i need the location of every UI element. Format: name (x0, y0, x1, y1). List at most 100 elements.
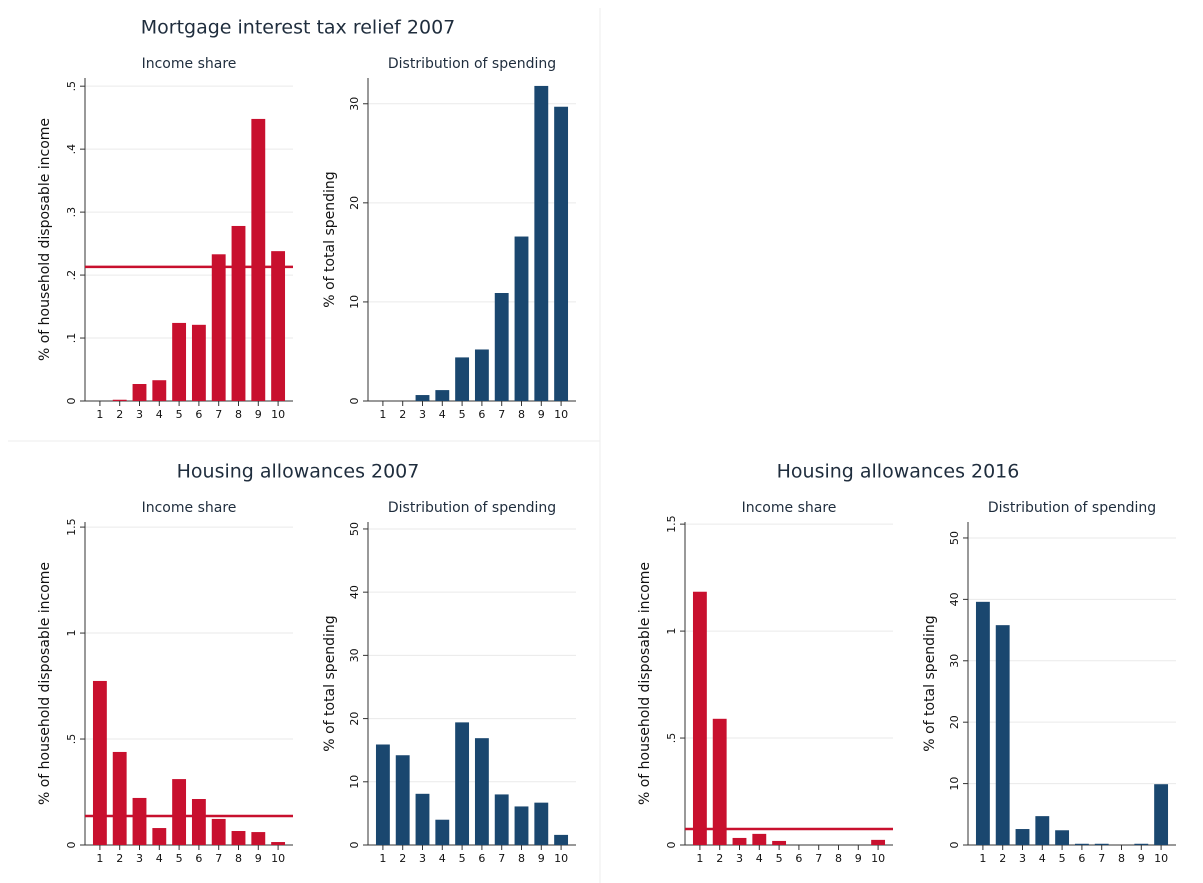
x-tick-label: 6 (795, 852, 802, 865)
x-tick-label: 7 (498, 408, 505, 421)
y-axis-label: % of household disposable income (637, 562, 653, 805)
x-tick-label: 9 (855, 852, 862, 865)
x-tick-label: 1 (96, 852, 103, 865)
bar (92, 680, 107, 845)
x-tick-label: 8 (518, 852, 525, 865)
x-tick-label: 5 (776, 852, 783, 865)
x-tick-label: 3 (136, 852, 143, 865)
bar (231, 831, 246, 845)
panel-title: Mortgage interest tax relief 2007 (141, 17, 456, 39)
y-tick-label: 1.5 (65, 518, 78, 536)
bar (271, 251, 286, 401)
bar (455, 722, 470, 845)
y-tick-label: 20 (348, 712, 361, 726)
bar (251, 118, 266, 401)
x-tick-label: 6 (478, 852, 485, 865)
x-tick-label: 5 (176, 408, 183, 421)
x-tick-label: 8 (235, 408, 242, 421)
y-axis-label: % of total spending (322, 615, 338, 751)
x-tick-label: 4 (156, 852, 163, 865)
x-tick-label: 10 (554, 852, 568, 865)
y-tick-label: 1.5 (665, 515, 678, 533)
bar (172, 779, 187, 845)
x-tick-label: 7 (1098, 852, 1105, 865)
y-tick-label: 0 (348, 842, 361, 849)
bar (1154, 784, 1169, 845)
bar (534, 85, 549, 401)
bar (112, 751, 127, 845)
y-tick-label: 1 (65, 630, 78, 637)
x-tick-label: 10 (871, 852, 885, 865)
x-tick-label: 1 (96, 408, 103, 421)
y-axis-label: % of household disposable income (37, 562, 53, 805)
x-tick-label: 9 (538, 408, 545, 421)
bar (132, 797, 147, 845)
bar (1015, 829, 1030, 845)
bar (455, 357, 470, 401)
x-tick-label: 7 (815, 852, 822, 865)
y-tick-label: 10 (348, 775, 361, 789)
x-tick-label: 8 (518, 408, 525, 421)
x-tick-label: 5 (176, 852, 183, 865)
bar (554, 106, 569, 402)
bar (395, 755, 410, 845)
bar (474, 738, 489, 845)
x-tick-label: 1 (696, 852, 703, 865)
bar (191, 799, 206, 845)
y-tick-label: .1 (65, 333, 78, 344)
bar (1074, 843, 1089, 845)
x-tick-label: 2 (116, 852, 123, 865)
y-axis-label: % of total spending (922, 615, 938, 751)
x-tick-label: 8 (835, 852, 842, 865)
y-tick-label: .2 (65, 270, 78, 281)
bar (132, 384, 147, 401)
bar (1134, 843, 1149, 845)
x-tick-label: 5 (459, 408, 466, 421)
x-tick-label: 9 (255, 852, 262, 865)
y-tick-label: 40 (948, 592, 961, 606)
subplot-title: Distribution of spending (988, 500, 1156, 516)
x-tick-label: 8 (1118, 852, 1125, 865)
subplot-title: Income share (142, 500, 237, 516)
y-axis-label: % of household disposable income (37, 118, 53, 361)
y-tick-label: 20 (948, 715, 961, 729)
y-tick-label: .5 (65, 734, 78, 745)
y-tick-label: 0 (665, 842, 678, 849)
y-tick-label: .5 (665, 733, 678, 744)
bar (211, 254, 226, 401)
y-axis-label: % of total spending (322, 171, 338, 307)
y-tick-label: 10 (348, 295, 361, 309)
bar (514, 236, 529, 401)
bar (554, 834, 569, 845)
x-tick-label: 3 (736, 852, 743, 865)
x-tick-label: 2 (716, 852, 723, 865)
bar (251, 832, 266, 845)
bar (474, 349, 489, 401)
y-tick-label: 40 (348, 585, 361, 599)
subplot-title: Income share (142, 56, 237, 72)
x-tick-label: 1 (379, 852, 386, 865)
subplot-title: Distribution of spending (388, 500, 556, 516)
bar (415, 793, 430, 845)
bar (152, 828, 167, 845)
bar (191, 324, 206, 401)
bar (995, 625, 1010, 845)
y-tick-label: 20 (348, 196, 361, 210)
x-tick-label: 4 (156, 408, 163, 421)
bar (1055, 830, 1070, 845)
y-tick-label: 0 (348, 398, 361, 405)
y-tick-label: .5 (65, 81, 78, 92)
x-tick-label: 1 (979, 852, 986, 865)
x-tick-label: 1 (379, 408, 386, 421)
x-tick-label: 6 (195, 852, 202, 865)
y-tick-label: 30 (348, 648, 361, 662)
bar (712, 718, 727, 845)
bar (375, 744, 390, 845)
x-tick-label: 8 (235, 852, 242, 865)
x-tick-label: 10 (554, 408, 568, 421)
bar (415, 395, 430, 401)
bar (494, 293, 509, 401)
subplot-title: Distribution of spending (388, 56, 556, 72)
bar (152, 380, 167, 401)
